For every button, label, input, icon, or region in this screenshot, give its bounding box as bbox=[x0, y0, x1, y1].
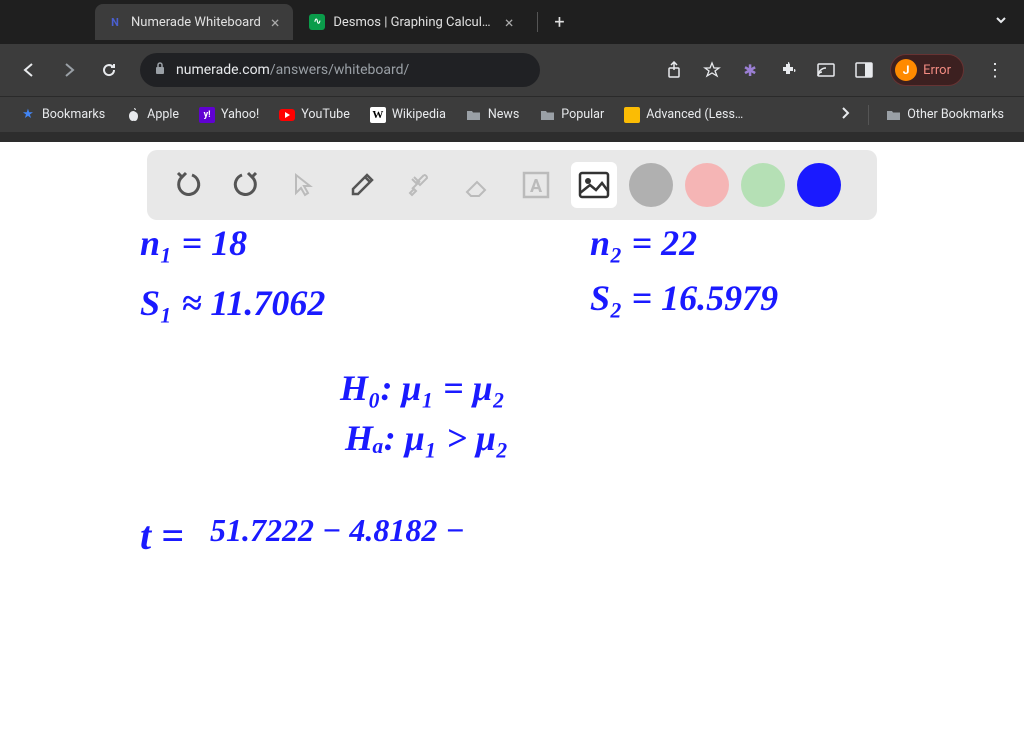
back-button[interactable] bbox=[12, 53, 46, 87]
bookmark-label: Advanced (Less… bbox=[646, 107, 743, 122]
window-expand-icon[interactable] bbox=[993, 12, 1024, 32]
cast-icon[interactable] bbox=[814, 58, 838, 82]
url-text: numerade.com/answers/whiteboard/ bbox=[176, 62, 409, 78]
tools-icon[interactable] bbox=[397, 162, 443, 208]
handwriting-n1: n₁ = 18 bbox=[140, 222, 247, 264]
folder-icon bbox=[539, 107, 555, 123]
url-bar[interactable]: numerade.com/answers/whiteboard/ bbox=[140, 53, 540, 87]
other-bookmarks[interactable]: Other Bookmarks bbox=[877, 102, 1012, 128]
bookmark-star-icon[interactable] bbox=[700, 58, 724, 82]
sidebar-icon[interactable] bbox=[852, 58, 876, 82]
divider bbox=[537, 12, 538, 32]
handwriting-h0: H₀: μ₁ = μ₂ bbox=[340, 367, 505, 409]
tab-desmos[interactable]: ∿ Desmos | Graphing Calculato × bbox=[297, 4, 527, 40]
apple-icon bbox=[125, 107, 141, 123]
handwriting-s1: S₁ ≈ 11.7062 bbox=[140, 282, 325, 324]
bookmark-label: Yahoo! bbox=[221, 107, 259, 122]
bookmark-label: Other Bookmarks bbox=[907, 107, 1004, 122]
new-tab-button[interactable]: + bbox=[544, 12, 574, 33]
bookmark-apple[interactable]: Apple bbox=[117, 102, 187, 128]
bookmark-popular[interactable]: Popular bbox=[531, 102, 612, 128]
favicon-numerade: N bbox=[107, 14, 123, 30]
gdrive-icon bbox=[624, 107, 640, 123]
bookmark-youtube[interactable]: YouTube bbox=[271, 102, 358, 128]
more-menu-icon[interactable]: ⋮ bbox=[978, 60, 1012, 81]
wikipedia-icon: W bbox=[370, 107, 386, 123]
tab-title: Desmos | Graphing Calculato bbox=[333, 15, 494, 30]
extension-icon-1[interactable]: ✱ bbox=[738, 58, 762, 82]
handwriting-t-left: t = bbox=[140, 512, 184, 559]
bookmark-label: Bookmarks bbox=[42, 107, 105, 122]
close-icon[interactable]: × bbox=[503, 13, 516, 32]
whiteboard-toolbar: A bbox=[147, 150, 877, 220]
undo-button[interactable] bbox=[165, 162, 211, 208]
toolbar-icons: ✱ J Error ⋮ bbox=[662, 54, 1012, 86]
handwriting-n2: n₂ = 22 bbox=[590, 222, 697, 264]
color-green[interactable] bbox=[741, 163, 785, 207]
select-tool[interactable] bbox=[281, 162, 327, 208]
text-tool[interactable]: A bbox=[513, 162, 559, 208]
bookmark-label: Wikipedia bbox=[392, 107, 446, 122]
youtube-icon bbox=[279, 107, 295, 123]
lock-icon bbox=[154, 61, 166, 79]
favicon-desmos: ∿ bbox=[309, 14, 325, 30]
image-tool[interactable] bbox=[571, 162, 617, 208]
address-bar: numerade.com/answers/whiteboard/ ✱ J Er bbox=[0, 44, 1024, 96]
pen-tool[interactable] bbox=[339, 162, 385, 208]
color-pink[interactable] bbox=[685, 163, 729, 207]
bookmark-news[interactable]: News bbox=[458, 102, 527, 128]
avatar: J bbox=[895, 59, 917, 81]
redo-button[interactable] bbox=[223, 162, 269, 208]
bookmark-label: Apple bbox=[147, 107, 179, 122]
bookmark-label: News bbox=[488, 107, 519, 122]
handwriting-ha: Hₐ: μ₁ > μ₂ bbox=[345, 417, 508, 459]
bookmark-wikipedia[interactable]: W Wikipedia bbox=[362, 102, 454, 128]
handwriting-s2: S₂ = 16.5979 bbox=[590, 277, 778, 319]
bookmark-label: YouTube bbox=[301, 107, 350, 122]
close-icon[interactable]: × bbox=[269, 13, 282, 32]
forward-button[interactable] bbox=[52, 53, 86, 87]
bookmark-label: Popular bbox=[561, 107, 604, 122]
tab-title: Numerade Whiteboard bbox=[131, 15, 261, 30]
profile-badge[interactable]: J Error bbox=[890, 54, 964, 86]
share-icon[interactable] bbox=[662, 58, 686, 82]
yahoo-icon: y! bbox=[199, 107, 215, 123]
bookmark-bookmarks[interactable]: ★ Bookmarks bbox=[12, 102, 113, 128]
whiteboard-content[interactable]: A n₁ = 18 S₁ ≈ 11.7062 n₂ = 22 S₂ = 16.5… bbox=[0, 142, 1024, 742]
reload-button[interactable] bbox=[92, 53, 126, 87]
extensions-icon[interactable] bbox=[776, 58, 800, 82]
svg-text:A: A bbox=[530, 176, 543, 197]
folder-icon bbox=[466, 107, 482, 123]
profile-status: Error bbox=[923, 63, 951, 78]
star-icon: ★ bbox=[20, 107, 36, 123]
tab-numerade[interactable]: N Numerade Whiteboard × bbox=[95, 4, 293, 40]
bookmark-yahoo[interactable]: y! Yahoo! bbox=[191, 102, 267, 128]
color-gray[interactable] bbox=[629, 163, 673, 207]
folder-icon bbox=[885, 107, 901, 123]
eraser-tool[interactable] bbox=[455, 162, 501, 208]
tab-bar: N Numerade Whiteboard × ∿ Desmos | Graph… bbox=[0, 0, 1024, 44]
color-blue[interactable] bbox=[797, 163, 841, 207]
handwriting-t-num: 51.7222 − 4.8182 − bbox=[210, 512, 465, 549]
chevron-right-icon[interactable] bbox=[830, 105, 860, 124]
bookmarks-bar: ★ Bookmarks Apple y! Yahoo! YouTube W Wi… bbox=[0, 96, 1024, 132]
bookmark-advanced[interactable]: Advanced (Less… bbox=[616, 102, 751, 128]
browser-chrome: N Numerade Whiteboard × ∿ Desmos | Graph… bbox=[0, 0, 1024, 142]
divider bbox=[868, 105, 869, 125]
